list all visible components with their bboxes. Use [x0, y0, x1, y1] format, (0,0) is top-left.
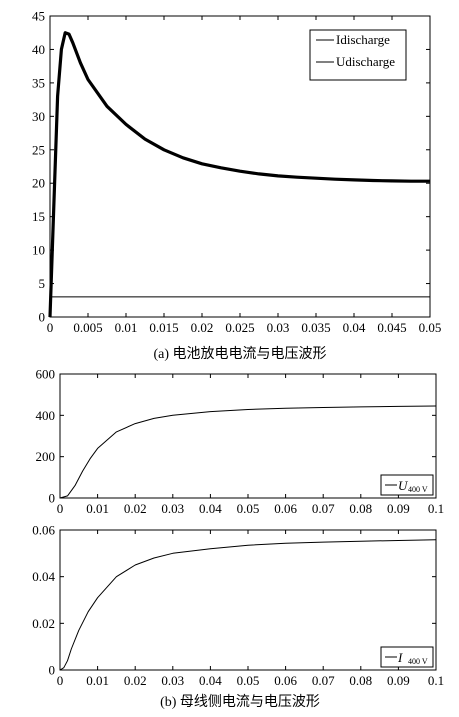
series-line-i: [59, 539, 437, 671]
series-line-idischarge: [48, 31, 430, 318]
legend-box: [309, 29, 407, 81]
y-tick-label: 40: [32, 42, 45, 57]
legend-label-subscript: 400 V: [408, 485, 428, 494]
legend-box: [380, 646, 434, 668]
y-tick-label: 0: [49, 663, 56, 678]
x-tick-label: 0.08: [349, 501, 372, 516]
y-tick-label: 20: [32, 176, 45, 191]
x-tick-label: 0.1: [428, 673, 444, 688]
chart-panel-b-voltage: 0 0.01 0.02 0.03 0.04 0.05 0.06 0.07 0.08 0.09 0.1…: [36, 367, 445, 517]
x-tick-label: 0.005: [73, 320, 102, 335]
y-tick-label: 0.02: [32, 616, 55, 631]
x-tick-label: 0: [57, 501, 64, 516]
legend-label-subscript: 400 V: [408, 657, 428, 666]
x-tick-label: 0.08: [349, 673, 372, 688]
x-tick-label: 0.045: [377, 320, 406, 335]
x-tick-label: 0.01: [115, 320, 138, 335]
series-line-u: [59, 405, 437, 499]
y-tick-label: 0: [49, 491, 56, 506]
x-tick-label: 0.02: [124, 673, 147, 688]
x-tick-label: 0.04: [343, 320, 366, 335]
x-tick-label: 0.07: [312, 501, 335, 516]
x-tick-label: 0.025: [225, 320, 254, 335]
y-tick-label: 30: [32, 109, 45, 124]
y-tick-label: 25: [32, 142, 45, 157]
x-tick-label: 0.03: [161, 673, 184, 688]
legend-label: U: [398, 478, 409, 493]
chart-panel-b-current: 0 0.01 0.02 0.03 0.04 0.05 0.06 0.07 0.08 0.09 0.1…: [32, 523, 444, 689]
y-tick-label: 0: [39, 310, 46, 325]
y-tick-label: 35: [32, 75, 45, 90]
x-tick-label: 0.06: [274, 501, 297, 516]
caption-b: (b) 母线侧电流与电压波形: [160, 694, 320, 710]
y-tick-label: 5: [39, 276, 46, 291]
x-tick-label: 0.05: [237, 673, 260, 688]
legend-box: [380, 474, 434, 496]
x-tick-label: 0.07: [312, 673, 335, 688]
x-tick-label: 0.01: [86, 673, 109, 688]
legend-label: I: [397, 650, 403, 665]
caption-a: (a) 电池放电电流与电压波形: [153, 346, 326, 362]
x-tick-label: 0.06: [274, 673, 297, 688]
x-tick-label: 0.1: [428, 501, 444, 516]
y-tick-label: 0.06: [32, 523, 55, 538]
x-tick-label: 0.02: [124, 501, 147, 516]
x-tick-label: 0.02: [191, 320, 214, 335]
legend-label: Udischarge: [336, 54, 395, 69]
x-tick-label: 0.05: [237, 501, 260, 516]
y-tick-label: 200: [36, 449, 56, 464]
y-tick-label: 400: [36, 408, 56, 423]
y-tick-label: 45: [32, 9, 45, 24]
x-tick-label: 0.09: [387, 501, 410, 516]
plot-frame: [59, 373, 437, 499]
y-tick-label: 10: [32, 243, 45, 258]
x-tick-label: 0.04: [199, 501, 222, 516]
x-tick-label: 0: [57, 673, 64, 688]
plot-frame: [59, 529, 437, 671]
x-tick-label: 0.015: [149, 320, 178, 335]
x-tick-label: 0.04: [199, 673, 222, 688]
x-tick-label: 0.05: [419, 320, 442, 335]
x-tick-label: 0.03: [267, 320, 290, 335]
y-tick-label: 0.04: [32, 569, 55, 584]
x-tick-label: 0.035: [301, 320, 330, 335]
y-tick-label: 600: [36, 367, 56, 382]
chart-panel-a: 0 0.005 0.01 0.015 0.02 0.025 0.03 0.035 0.04 0.0…: [32, 9, 441, 336]
legend-label: Idischarge: [336, 32, 390, 47]
x-tick-label: 0.03: [161, 501, 184, 516]
x-tick-label: 0: [47, 320, 54, 335]
y-tick-label: 15: [32, 209, 45, 224]
x-tick-label: 0.01: [86, 501, 109, 516]
x-tick-label: 0.09: [387, 673, 410, 688]
